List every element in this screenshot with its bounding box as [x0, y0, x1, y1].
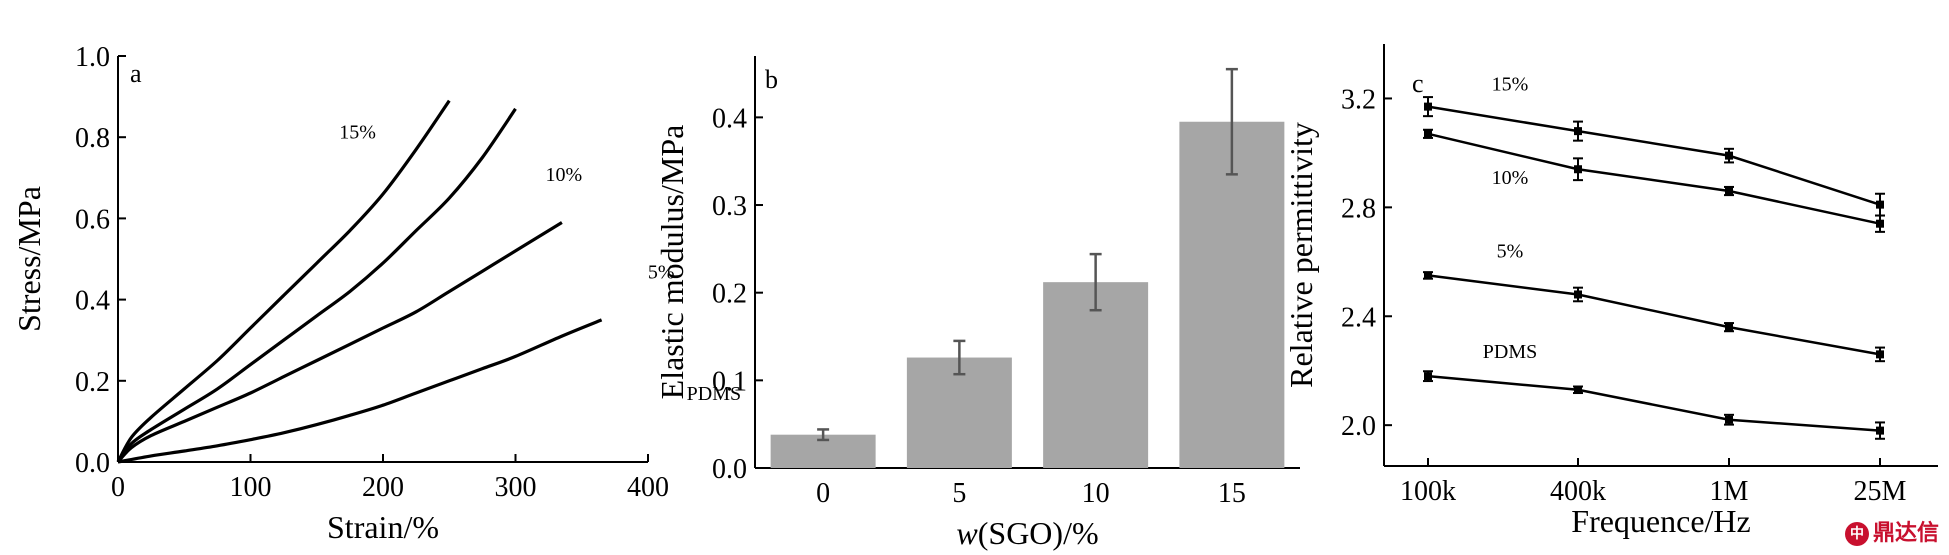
- series-line-3: [117, 318, 603, 464]
- x-tick-label: 5: [952, 478, 966, 509]
- series-line-1: [1427, 132, 1881, 225]
- panel-label: a: [130, 59, 142, 88]
- y-axis-title: Relative permittivity: [1283, 122, 1319, 388]
- watermark-logo: 中鼎达信: [1844, 515, 1939, 547]
- series-label: 15%: [1492, 74, 1529, 96]
- data-point: [1876, 200, 1884, 209]
- panel-c-relative-permittivity: 2.0 2.4 2.8 3.2 100k 400k 1M 25M Frequence/Hz Rel…: [1283, 44, 1938, 539]
- y-tick-label: 2.0: [1341, 411, 1376, 442]
- data-point: [1876, 426, 1884, 435]
- data-point: [1424, 129, 1432, 138]
- data-point: [1424, 271, 1432, 280]
- data-point: [1574, 165, 1582, 174]
- series-label: 15%: [339, 122, 376, 144]
- watermark-text: 鼎达信: [1872, 521, 1939, 546]
- series-label: 5%: [1497, 240, 1524, 262]
- bar: [906, 357, 1012, 468]
- y-tick-label: 0.3: [712, 191, 747, 222]
- x-tick-label: 25M: [1854, 476, 1907, 507]
- series-line-0: [1427, 105, 1881, 206]
- y-tick-label: 0.1: [712, 366, 747, 397]
- data-point: [1725, 323, 1733, 332]
- y-tick-label: 0.8: [75, 123, 110, 154]
- y-tick-label: 0.2: [75, 367, 110, 398]
- x-tick-label: 15: [1218, 478, 1246, 509]
- data-point: [1725, 187, 1733, 196]
- data-point: [1725, 151, 1733, 160]
- panel-b-elastic-modulus: 0.0 0.1 0.2 0.3 0.4 0 5 10 15 w(SGO)/% Elastic mod…: [654, 56, 1300, 551]
- panel-a-stress-strain: 0 100 200 300 400 0.0 0.2 0.4 0.6 0.8 1.0 Strain/% S…: [11, 42, 741, 545]
- series-line-1: [116, 107, 517, 463]
- data-point: [1574, 385, 1582, 394]
- data-point: [1876, 350, 1884, 359]
- series-label: PDMS: [687, 383, 741, 405]
- series-line-3: [1427, 374, 1881, 432]
- x-tick-label: 200: [362, 472, 404, 503]
- series-line-2: [116, 221, 563, 464]
- data-point: [1574, 127, 1582, 136]
- panel-label: c: [1412, 69, 1424, 98]
- series-line-0: [116, 99, 451, 463]
- x-tick-label: 0: [111, 472, 125, 503]
- y-tick-label: 0.4: [712, 103, 747, 134]
- x-tick-label: 300: [495, 472, 537, 503]
- x-axis-title-variable: w: [956, 515, 978, 551]
- data-point: [1424, 102, 1432, 111]
- y-tick-label: 2.4: [1341, 302, 1376, 333]
- y-axis-title: Stress/MPa: [11, 186, 47, 332]
- panel-label: b: [765, 65, 778, 94]
- data-point: [1876, 219, 1884, 228]
- series-line-2: [1427, 274, 1881, 356]
- x-tick-label: 0: [816, 478, 830, 509]
- x-tick-label: 100: [230, 472, 272, 503]
- y-tick-label: 0.2: [712, 279, 747, 310]
- x-axis-title: Strain/%: [327, 509, 439, 545]
- watermark-seal-icon: 中: [1844, 522, 1869, 546]
- bar: [1179, 121, 1285, 468]
- x-axis-title: w(SGO)/%: [956, 515, 1098, 551]
- data-point: [1424, 372, 1432, 381]
- series-label: 10%: [546, 164, 583, 186]
- y-tick-label: 2.8: [1341, 193, 1376, 224]
- x-tick-label: 10: [1082, 478, 1110, 509]
- series-label: 10%: [1492, 167, 1529, 189]
- x-axis-title: Frequence/Hz: [1571, 503, 1750, 539]
- x-axis-title-rest: (SGO)/%: [978, 515, 1099, 551]
- series-label: PDMS: [1483, 341, 1537, 363]
- y-tick-label: 0.4: [75, 286, 110, 317]
- x-tick-label: 400k: [1550, 476, 1606, 507]
- data-point: [1574, 290, 1582, 299]
- x-tick-label: 100k: [1400, 476, 1456, 507]
- data-point: [1725, 415, 1733, 424]
- x-tick-label: 1M: [1710, 476, 1749, 507]
- y-axis-title: Elastic modulus/MPa: [654, 125, 690, 400]
- series-label: 5%: [648, 261, 675, 283]
- x-tick-label: 400: [627, 472, 669, 503]
- y-tick-label: 1.0: [75, 42, 110, 73]
- y-tick-label: 0.6: [75, 204, 110, 235]
- y-tick-label: 0.0: [712, 454, 747, 485]
- bar: [1043, 282, 1149, 468]
- y-tick-label: 0.0: [75, 448, 110, 479]
- y-tick-label: 3.2: [1341, 84, 1376, 115]
